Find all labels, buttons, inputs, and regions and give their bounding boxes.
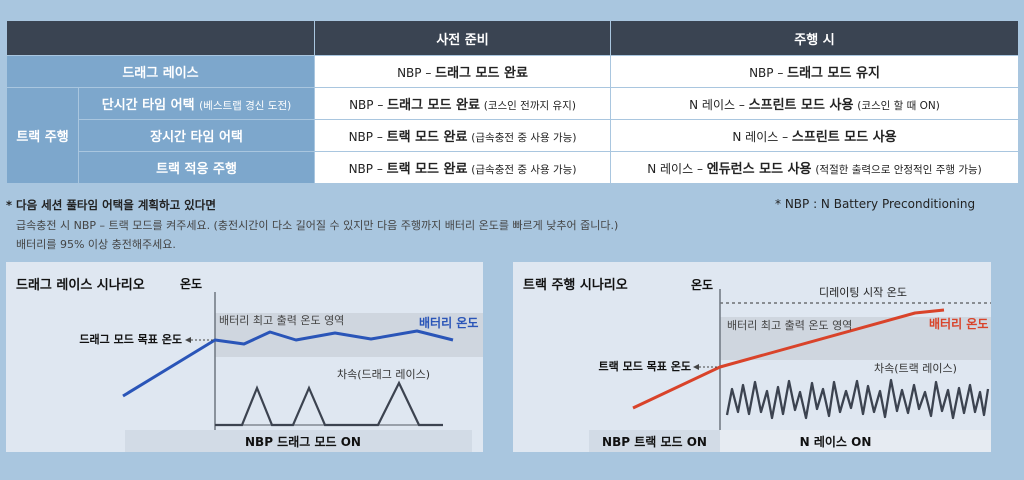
derating-label: 디레이팅 시작 온도 bbox=[819, 286, 907, 299]
drag-battery-line bbox=[122, 329, 454, 398]
drag-target-label: 드래그 모드 목표 온도 bbox=[79, 332, 182, 346]
row-group-label-track: 트랙 주행 bbox=[6, 87, 79, 184]
long-attack-prep-mode: 트랙 모드 완료 bbox=[386, 130, 468, 145]
short-attack-label: 단시간 타임 어택 bbox=[101, 98, 195, 113]
header-prep: 사전 준비 bbox=[314, 20, 611, 56]
short-attack-prep-prefix: NBP – bbox=[349, 98, 388, 112]
note-title: * 다음 세션 풀타임 어택을 계획하고 있다면 bbox=[6, 198, 216, 212]
track-race-bar: N 레이스 ON bbox=[720, 430, 991, 452]
row-label-short-attack: 단시간 타임 어택 (베스트랩 경신 도전) bbox=[78, 87, 315, 120]
track-diagram: 온도 디레이팅 시작 온도 트랙 모드 목표 온도 배터리 최고 출력 온도 영… bbox=[599, 277, 991, 430]
table-row-long-attack: 장시간 타임 어택 NBP – 트랙 모드 완료 (급속충전 중 사용 가능) … bbox=[7, 119, 1019, 152]
track-peak-zone bbox=[720, 317, 991, 360]
short-attack-label-note: (베스트랩 경신 도전) bbox=[199, 100, 292, 112]
short-attack-prep-note: (코스인 전까지 유지) bbox=[483, 100, 576, 112]
drag-race-drive-cell: NBP – 드래그 모드 유지 bbox=[610, 55, 1019, 88]
short-attack-drive-mode: 스프린트 모드 사용 bbox=[748, 98, 854, 113]
track-scenario-panel: 온도 디레이팅 시작 온도 트랙 모드 목표 온도 배터리 최고 출력 온도 영… bbox=[513, 262, 991, 452]
drag-target-arrowhead bbox=[185, 337, 191, 343]
drag-mode-bar-label: NBP 드래그 모드 ON bbox=[245, 434, 361, 449]
drag-race-prep-mode: 드래그 모드 완료 bbox=[435, 66, 528, 81]
drag-speed-label: 차속(드래그 레이스) bbox=[337, 368, 430, 381]
track-title: 트랙 주행 시나리오 bbox=[523, 278, 628, 293]
short-attack-drive-note: (코스인 할 때 ON) bbox=[857, 100, 940, 112]
track-battery-line bbox=[632, 308, 945, 410]
track-target-arrowhead bbox=[693, 364, 699, 370]
track-battery-label: 배터리 온도 bbox=[929, 316, 988, 331]
drag-race-prep-prefix: NBP – bbox=[397, 66, 436, 80]
short-attack-drive-prefix: N 레이스 – bbox=[689, 98, 749, 112]
track-zone-label: 배터리 최고 출력 온도 영역 bbox=[727, 319, 852, 332]
adaptive-drive-mode: 엔듀런스 모드 사용 bbox=[706, 162, 812, 177]
battery-prep-table: 사전 준비 주행 시 드래그 레이스 NBP – 드래그 모드 완료 NBP –… bbox=[6, 20, 1019, 184]
short-attack-drive-cell: N 레이스 – 스프린트 모드 사용 (코스인 할 때 ON) bbox=[610, 87, 1019, 120]
table-row-short-attack: 트랙 주행 단시간 타임 어택 (베스트랩 경신 도전) NBP – 드래그 모… bbox=[6, 87, 1019, 184]
track-speed-line bbox=[725, 378, 990, 420]
drag-battery-label: 배터리 온도 bbox=[419, 315, 478, 330]
drag-mode-bar: NBP 드래그 모드 ON bbox=[125, 430, 472, 452]
track-target-label: 트랙 모드 목표 온도 bbox=[599, 359, 691, 373]
drag-race-title: 드래그 레이스 시나리오 bbox=[16, 278, 145, 293]
track-nbp-bar-label: NBP 트랙 모드 ON bbox=[602, 434, 707, 449]
adaptive-prep-note: (급속충전 중 사용 가능) bbox=[471, 164, 577, 176]
adaptive-prep-mode: 트랙 모드 완료 bbox=[386, 162, 468, 177]
track-race-bar-label: N 레이스 ON bbox=[799, 434, 872, 449]
long-attack-prep-cell: NBP – 트랙 모드 완료 (급속충전 중 사용 가능) bbox=[314, 119, 611, 152]
track-speed-label: 차속(트랙 레이스) bbox=[874, 362, 957, 375]
drag-race-drive-prefix: NBP – bbox=[749, 66, 788, 80]
drag-speed-line bbox=[215, 380, 443, 427]
header-drive: 주행 시 bbox=[610, 20, 1019, 56]
note-line-2: 배터리를 95% 이상 충전해주세요. bbox=[16, 238, 176, 251]
drag-race-scenario-panel: 온도 드래그 모드 목표 온도 배터리 최고 출력 온도 영역 배터리 온도 차… bbox=[6, 262, 483, 452]
drag-y-label: 온도 bbox=[180, 276, 202, 291]
table-row-adaptive-drive: 트랙 적응 주행 NBP – 트랙 모드 완료 (급속충전 중 사용 가능) N… bbox=[7, 151, 1019, 184]
header-blank-cell bbox=[6, 20, 315, 56]
row-label-long-attack: 장시간 타임 어택 bbox=[78, 119, 315, 152]
table-header-row: 사전 준비 주행 시 bbox=[6, 20, 1019, 56]
drag-race-prep-cell: NBP – 드래그 모드 완료 bbox=[314, 55, 611, 88]
long-attack-prep-note: (급속충전 중 사용 가능) bbox=[471, 132, 577, 144]
adaptive-prep-cell: NBP – 트랙 모드 완료 (급속충전 중 사용 가능) bbox=[314, 151, 611, 184]
adaptive-prep-prefix: NBP – bbox=[348, 162, 387, 176]
drag-race-drive-mode: 드래그 모드 유지 bbox=[787, 66, 880, 81]
note-line-1: 급속충전 시 NBP – 트랙 모드를 켜주세요. (충전시간이 다소 길어질 … bbox=[16, 219, 619, 232]
long-attack-drive-mode: 스프린트 모드 사용 bbox=[791, 130, 897, 145]
long-attack-prep-prefix: NBP – bbox=[348, 130, 387, 144]
table-row-drag-race: 드래그 레이스 NBP – 드래그 모드 완료 NBP – 드래그 모드 유지 bbox=[6, 55, 1019, 88]
track-y-label: 온도 bbox=[691, 277, 713, 292]
short-attack-prep-mode: 드래그 모드 완료 bbox=[387, 98, 480, 113]
row-label-adaptive-drive: 트랙 적응 주행 bbox=[78, 151, 315, 184]
track-nbp-bar: NBP 트랙 모드 ON bbox=[589, 430, 720, 452]
short-attack-prep-cell: NBP – 드래그 모드 완료 (코스인 전까지 유지) bbox=[314, 87, 611, 120]
row-label-drag-race: 드래그 레이스 bbox=[6, 55, 315, 88]
adaptive-drive-prefix: N 레이스 – bbox=[647, 162, 707, 176]
nbp-definition: * NBP : N Battery Preconditioning bbox=[775, 197, 976, 211]
adaptive-drive-note: (적절한 출력으로 안정적인 주행 가능) bbox=[815, 164, 982, 176]
long-attack-drive-cell: N 레이스 – 스프린트 모드 사용 bbox=[610, 119, 1019, 152]
drag-race-diagram: 온도 드래그 모드 목표 온도 배터리 최고 출력 온도 영역 배터리 온도 차… bbox=[79, 276, 483, 430]
drag-zone-label: 배터리 최고 출력 온도 영역 bbox=[219, 314, 344, 327]
adaptive-drive-cell: N 레이스 – 엔듀런스 모드 사용 (적절한 출력으로 안정적인 주행 가능) bbox=[610, 151, 1019, 184]
long-attack-drive-prefix: N 레이스 – bbox=[732, 130, 792, 144]
